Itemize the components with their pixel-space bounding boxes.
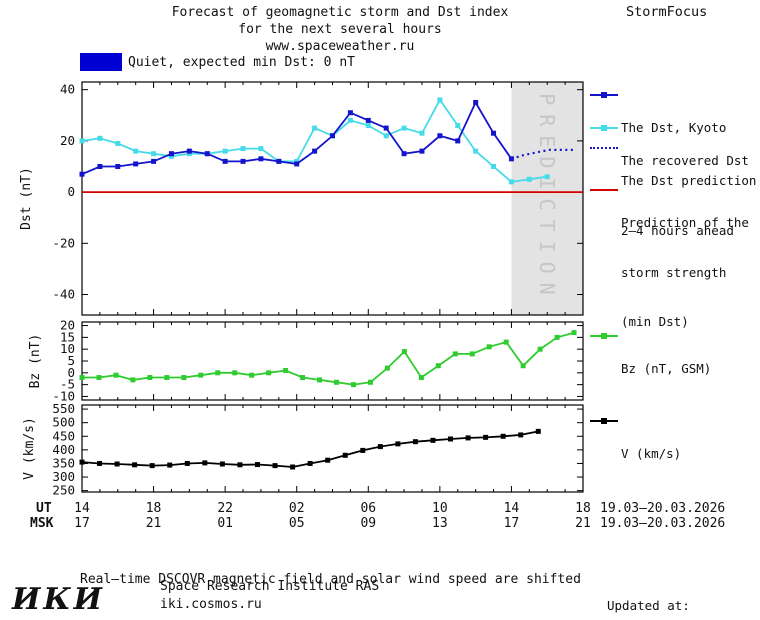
svg-text:-20: -20 (52, 235, 75, 250)
title-url: www.spaceweather.ru (265, 39, 415, 54)
svg-text:01: 01 (217, 516, 233, 531)
legend-storm-strength: Prediction of the storm strength (min Ds… (590, 182, 749, 364)
institute-site: iki.cosmos.ru (160, 597, 262, 612)
legend-label: The Dst, Kyoto (621, 120, 727, 135)
page-title: Forecast of geomagnetic storm and Dst in… (60, 4, 620, 55)
svg-text:250: 250 (52, 483, 75, 498)
legend-label: (min Dst) (621, 314, 689, 329)
legend-label: The Dst prediction (621, 173, 757, 188)
svg-text:5: 5 (67, 353, 75, 368)
title-line-2: for the next several hours (238, 22, 442, 37)
dst-kyoto-line-marker (590, 88, 618, 102)
legend-label: storm strength (621, 264, 727, 280)
dst-prediction-dotted-marker (590, 141, 618, 155)
legend-label: V (km/s) (621, 446, 682, 461)
v-line-marker (590, 414, 618, 428)
svg-text:13: 13 (432, 516, 448, 531)
institute-block: Space Research Institute RAS iki.cosmos.… (160, 578, 379, 614)
svg-text:450: 450 (52, 428, 75, 443)
legend-dst-prediction: The Dst prediction 2—4 hours ahead (590, 140, 756, 272)
svg-text:Dst (nT): Dst (nT) (19, 167, 34, 230)
note-line-1: Real—time DSCOVR magnetic field and sola… (80, 572, 581, 587)
recovered-dst-line-marker (590, 121, 618, 135)
storm-level-swatch (80, 53, 122, 71)
legend-bz: Bz (nT, GSM) (590, 328, 711, 411)
legend-label: Prediction of the (621, 215, 749, 230)
svg-text:350: 350 (52, 455, 75, 470)
svg-text:PREDICTION: PREDICTION (535, 93, 559, 303)
svg-text:15: 15 (60, 329, 75, 344)
svg-text:06: 06 (360, 501, 376, 516)
institute-name: Space Research Institute RAS (160, 579, 380, 594)
svg-text:19.03—20.03.2026: 19.03—20.03.2026 (600, 501, 725, 516)
legend-dst-kyoto: The Dst, Kyoto (590, 87, 726, 170)
svg-text:21: 21 (575, 516, 591, 531)
svg-text:17: 17 (74, 516, 90, 531)
updated-label: Updated at: (607, 598, 690, 613)
svg-text:22: 22 (217, 501, 233, 516)
svg-text:UT: UT (36, 501, 52, 516)
svg-text:14: 14 (504, 501, 520, 516)
svg-text:02: 02 (289, 501, 305, 516)
svg-text:21: 21 (146, 516, 162, 531)
svg-text:14: 14 (74, 501, 90, 516)
svg-text:-40: -40 (52, 287, 75, 302)
svg-text:500: 500 (52, 415, 75, 430)
svg-text:400: 400 (52, 442, 75, 457)
iki-logo: ИКИ (12, 582, 105, 617)
storm-level-label: Quiet, expected min Dst: 0 nT (128, 55, 355, 70)
stormfocus-brand: StormFocus (626, 4, 708, 20)
svg-text:MSK: MSK (30, 516, 54, 531)
svg-text:0: 0 (67, 365, 75, 380)
svg-text:550: 550 (52, 401, 75, 416)
legend-label: The recovered Dst (621, 153, 749, 168)
svg-text:20: 20 (60, 133, 75, 148)
legend-label: Bz (nT, GSM) (621, 361, 712, 376)
propagation-note: Real—time DSCOVR magnetic field and sola… (80, 536, 581, 620)
svg-text:09: 09 (360, 516, 376, 531)
svg-text:10: 10 (432, 501, 448, 516)
legend-label: 2—4 hours ahead (621, 222, 734, 238)
svg-text:-5: -5 (60, 377, 75, 392)
svg-text:V (km/s): V (km/s) (22, 417, 37, 480)
storm-strength-line-marker (590, 183, 618, 197)
svg-text:0: 0 (67, 184, 75, 199)
legend-recovered-dst: The recovered Dst (590, 120, 749, 203)
svg-text:19.03—20.03.2026: 19.03—20.03.2026 (600, 516, 725, 531)
svg-text:18: 18 (575, 501, 591, 516)
title-line-1: Forecast of geomagnetic storm and Dst in… (171, 5, 509, 20)
svg-text:300: 300 (52, 469, 75, 484)
svg-text:-10: -10 (52, 388, 75, 403)
svg-text:Bz (nT): Bz (nT) (28, 334, 43, 389)
svg-text:10: 10 (60, 341, 75, 356)
updated-at-block: Updated at: UT 14:05, 20.03.2026 MSK 17:… (607, 565, 760, 620)
svg-text:18: 18 (146, 501, 162, 516)
bz-line-marker (590, 329, 618, 343)
svg-text:20: 20 (60, 318, 75, 333)
legend-v: V (km/s) (590, 413, 681, 496)
svg-text:17: 17 (504, 516, 520, 531)
svg-text:05: 05 (289, 516, 305, 531)
svg-text:40: 40 (60, 82, 75, 97)
